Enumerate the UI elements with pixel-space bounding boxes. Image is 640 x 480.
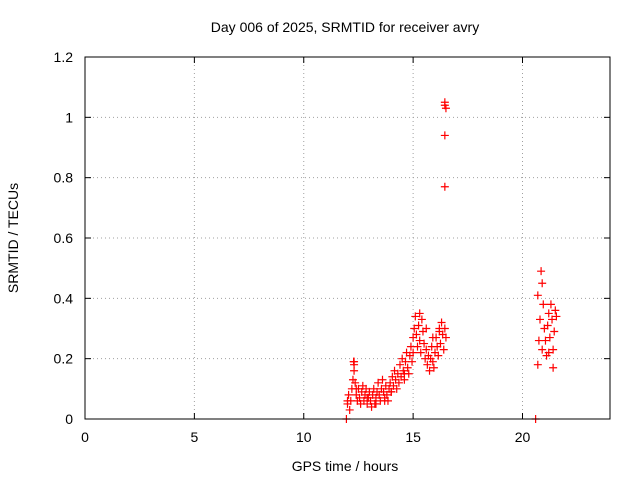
data-point — [352, 384, 361, 393]
grid-layer — [85, 57, 610, 419]
data-point — [537, 267, 546, 276]
data-point — [343, 396, 352, 405]
data-point — [392, 384, 401, 393]
y-tick-label: 0.8 — [54, 170, 74, 186]
data-point — [351, 378, 360, 387]
data-point — [552, 312, 561, 321]
data-point — [533, 360, 542, 369]
data-point — [380, 396, 389, 405]
data-point — [417, 315, 426, 324]
data-point — [533, 291, 542, 300]
data-point — [429, 363, 438, 372]
data-point — [436, 339, 445, 348]
data-point — [374, 378, 383, 387]
data-point — [403, 363, 412, 372]
plot-frame — [84, 56, 611, 420]
data-point — [437, 318, 446, 327]
data-point — [538, 345, 547, 354]
data-point — [541, 336, 550, 345]
data-point — [549, 363, 558, 372]
data-point — [440, 182, 449, 191]
x-axis-title: GPS time / hours — [292, 458, 399, 474]
data-point — [538, 279, 547, 288]
data-point — [378, 375, 387, 384]
data-point — [441, 333, 450, 342]
data-point — [546, 300, 555, 309]
data-point — [544, 309, 553, 318]
chart-title: Day 006 of 2025, SRMTID for receiver avr… — [211, 19, 479, 35]
data-point — [422, 345, 431, 354]
data-point — [375, 390, 384, 399]
y-tick-label: 0.6 — [54, 230, 74, 246]
y-tick-label: 0.2 — [54, 351, 74, 367]
tick-labels-layer: 0 5 10 15 20 0 0.2 0.4 0.6 0.8 1 1.2 — [54, 49, 531, 445]
x-tick-label: 20 — [515, 429, 531, 445]
data-point — [545, 333, 554, 342]
data-point — [413, 342, 422, 351]
data-point — [412, 330, 421, 339]
x-tick-label: 10 — [296, 429, 312, 445]
data-point — [544, 348, 553, 357]
data-point — [423, 360, 432, 369]
data-point — [539, 300, 548, 309]
data-point — [350, 360, 359, 369]
data-point — [549, 345, 558, 354]
x-tick-label: 5 — [190, 429, 198, 445]
data-point — [548, 315, 557, 324]
data-point — [363, 393, 372, 402]
data-point — [400, 369, 409, 378]
data-point — [387, 387, 396, 396]
data-points-layer — [342, 98, 561, 423]
data-point — [416, 348, 425, 357]
axes-layer — [84, 56, 611, 420]
data-point — [371, 399, 380, 408]
data-point — [422, 324, 431, 333]
data-point — [440, 98, 449, 107]
y-tick-label: 0 — [65, 411, 73, 427]
data-point — [345, 405, 354, 414]
y-axis-title: SRMTID / TECUs — [5, 183, 21, 293]
y-tick-label: 0.4 — [54, 290, 74, 306]
data-point — [409, 348, 418, 357]
data-point — [428, 333, 437, 342]
data-point — [414, 321, 423, 330]
data-point — [550, 327, 559, 336]
y-tick-label: 1.2 — [54, 49, 74, 65]
data-point — [394, 378, 403, 387]
data-point — [440, 131, 449, 140]
data-point — [411, 312, 420, 321]
data-point — [425, 366, 434, 375]
data-point — [551, 306, 560, 315]
x-tick-label: 0 — [81, 429, 89, 445]
data-point — [428, 357, 437, 366]
data-point — [382, 390, 391, 399]
data-point — [355, 393, 364, 402]
data-point — [420, 339, 429, 348]
data-point — [543, 321, 552, 330]
x-tick-label: 15 — [405, 429, 421, 445]
data-point — [344, 390, 353, 399]
data-point — [435, 324, 444, 333]
y-tick-label: 1 — [65, 109, 73, 125]
data-point — [439, 345, 448, 354]
data-point — [536, 315, 544, 324]
data-point — [410, 324, 419, 333]
data-point — [408, 357, 417, 366]
data-point — [396, 360, 404, 369]
data-point — [415, 309, 424, 318]
data-point — [434, 351, 443, 360]
data-point — [415, 336, 424, 345]
